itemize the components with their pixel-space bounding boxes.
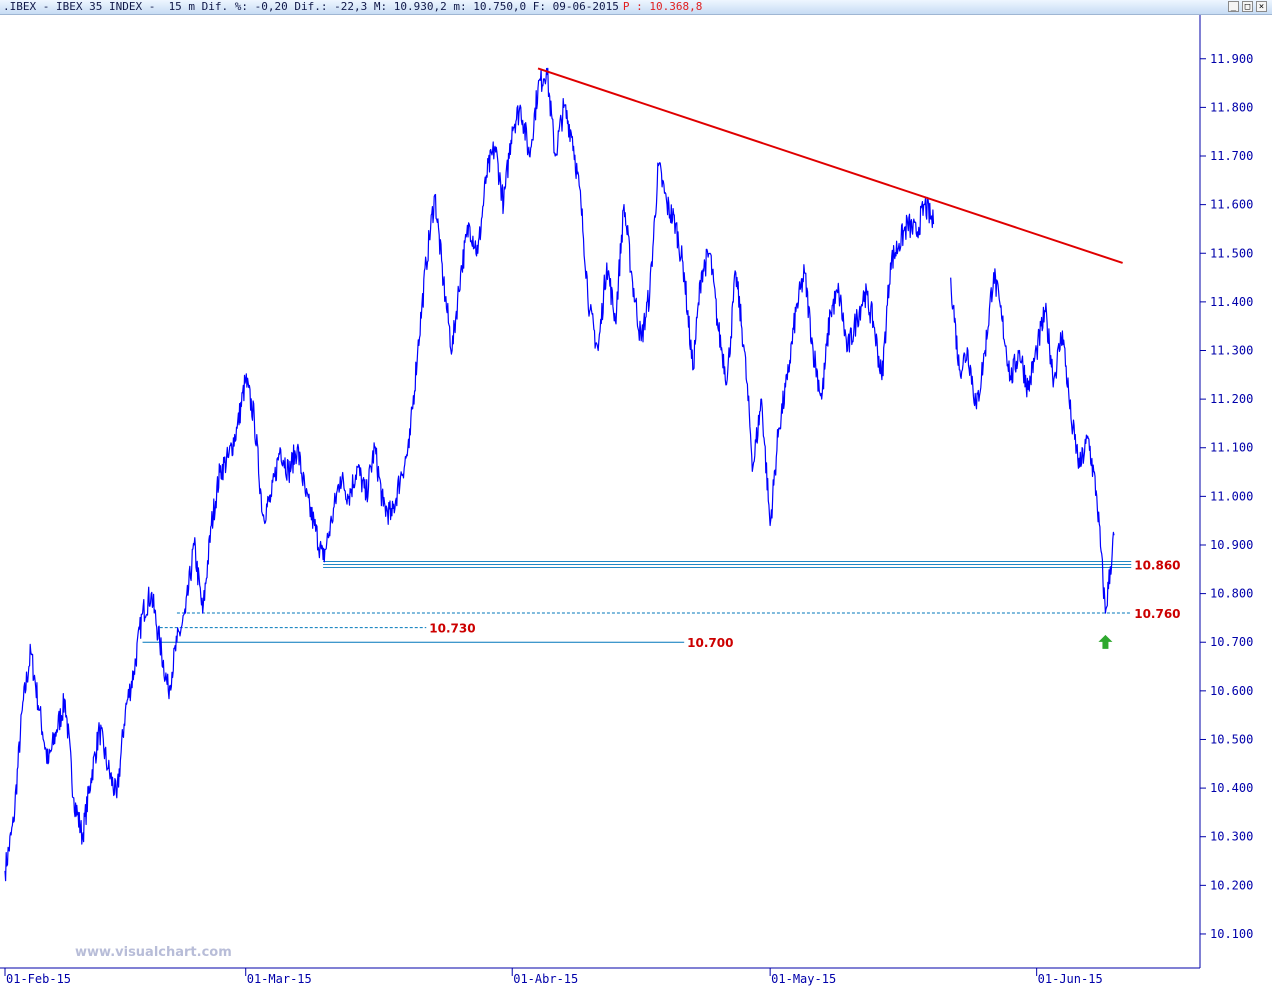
level-10860-label: 10.860 [1134,558,1180,572]
x-tick-label-4: 01-Jun-15 [1038,972,1103,986]
trend-line [537,67,1123,264]
y-tick-label-15: 10.400 [1210,781,1253,795]
y-tick-label-11: 10.800 [1210,587,1253,601]
maximize-button[interactable]: □ [1242,1,1253,12]
price-series-line-1 [4,67,935,882]
y-tick-label-13: 10.600 [1210,684,1253,698]
y-tick-label-7: 11.200 [1210,392,1253,406]
y-tick-label-17: 10.200 [1210,878,1253,892]
y-tick-label-9: 11.000 [1210,489,1253,503]
up-arrow-icon [1098,634,1113,649]
title-text: .IBEX - IBEX 35 INDEX - 15 m Dif. %: -0,… [3,1,702,13]
level-10700-label: 10.700 [687,636,733,650]
y-tick-label-0: 11.900 [1210,52,1253,66]
y-tick-label-1: 11.800 [1210,100,1253,114]
axes-layer: 11.900 11.800 11.700 11.600 11.500 11.400 11.3… [0,15,1253,986]
title-info: .IBEX - IBEX 35 INDEX - 15 m Dif. %: -0,… [3,0,619,13]
y-tick-label-14: 10.500 [1210,732,1253,746]
x-tick-label-3: 01-May-15 [771,972,836,986]
title-bar: .IBEX - IBEX 35 INDEX - 15 m Dif. %: -0,… [0,0,1272,15]
x-tick-label-0: 01-Feb-15 [6,972,71,986]
series-layer [4,67,1115,882]
x-tick-label-1: 01-Mar-15 [247,972,312,986]
y-tick-label-2: 11.700 [1210,149,1253,163]
x-tick-label-2: 01-Abr-15 [513,972,578,986]
y-tick-label-6: 11.300 [1210,343,1253,357]
y-tick-label-16: 10.300 [1210,830,1253,844]
y-tick-label-12: 10.700 [1210,635,1253,649]
minimize-button[interactable]: _ [1228,1,1239,12]
level-10760-label: 10.760 [1134,607,1180,621]
y-tick-label-4: 11.500 [1210,246,1253,260]
levels-layer: 10.860 10.760 10.730 10.700 [142,558,1181,650]
level-10730-label: 10.730 [429,622,475,636]
y-tick-label-3: 11.600 [1210,198,1253,212]
watermark: www.visualchart.com [75,945,232,960]
close-button[interactable]: × [1256,1,1267,12]
y-tick-label-18: 10.100 [1210,927,1253,941]
y-tick-label-10: 10.900 [1210,538,1253,552]
title-price: P : 10.368,8 [622,0,703,13]
y-tick-label-5: 11.400 [1210,295,1253,309]
trend-layer [537,67,1123,264]
price-series-line-2 [950,268,1115,614]
y-tick-label-8: 11.100 [1210,441,1253,455]
